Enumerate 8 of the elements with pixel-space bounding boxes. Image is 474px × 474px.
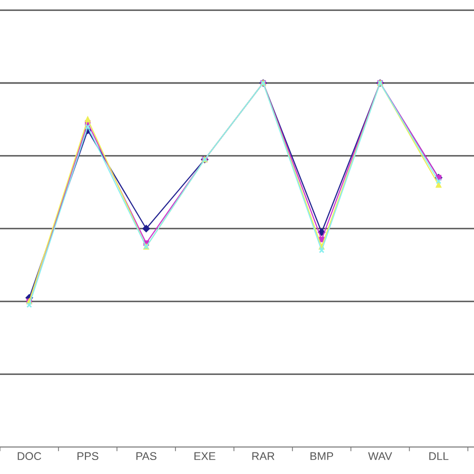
x-tick-label: EXE [194, 452, 216, 460]
x-tick-label: PAS [136, 452, 156, 460]
x-tick-label: DLL [429, 452, 448, 460]
x-tick-label: PPS [78, 452, 98, 460]
x-tick-label: WAV [368, 452, 392, 460]
x-tick-label: RAR [252, 452, 274, 460]
x-tick-label: DOC [18, 452, 42, 460]
x-tick-label: BMP [310, 452, 334, 460]
